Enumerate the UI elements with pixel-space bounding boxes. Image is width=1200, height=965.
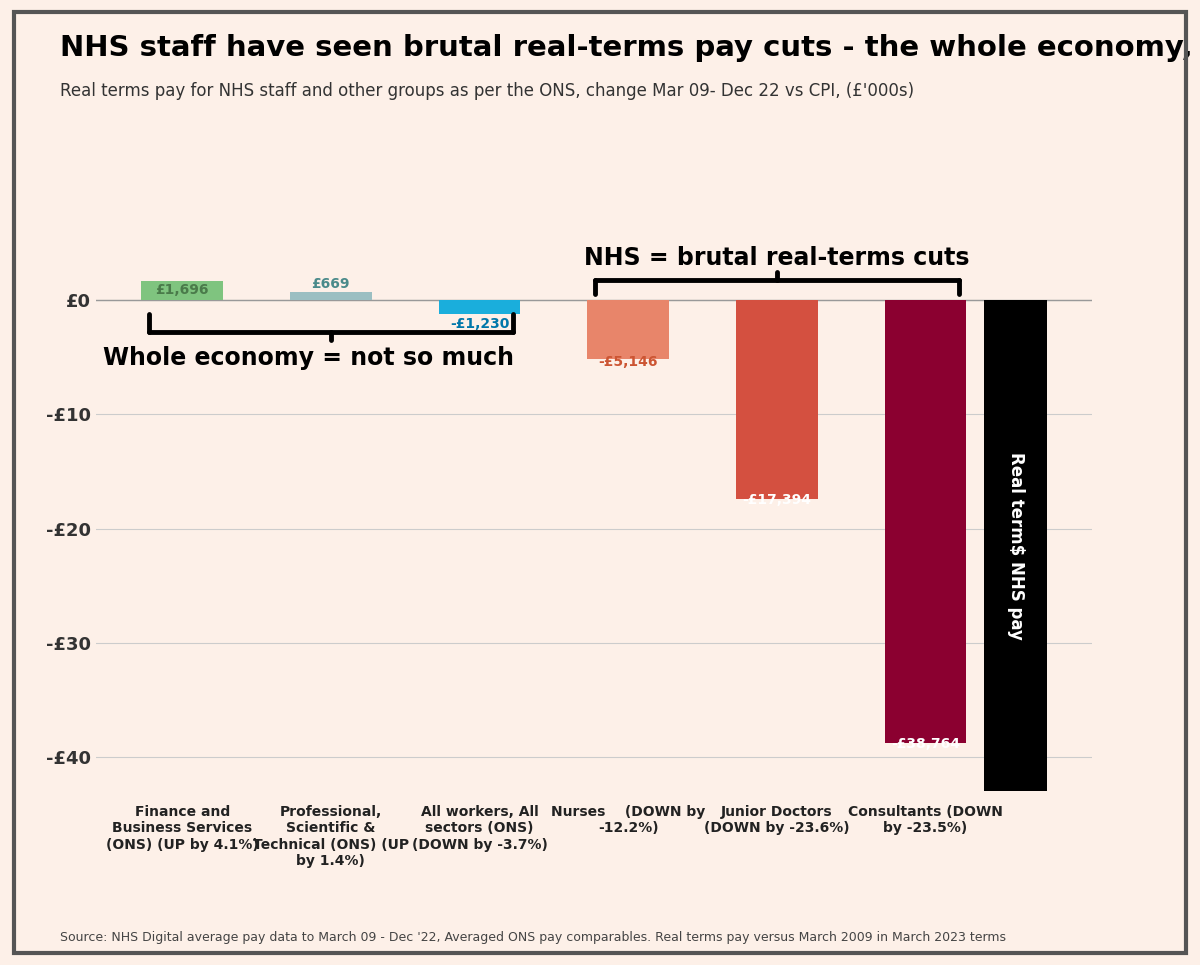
Text: -£5,146: -£5,146 (599, 355, 658, 369)
Text: Whole economy = not so much: Whole economy = not so much (103, 345, 514, 370)
Bar (439, 300, 521, 315)
Bar (884, 300, 966, 743)
Text: -£1,230: -£1,230 (450, 317, 509, 331)
Text: NHS staff have seen brutal real-terms pay cuts - the whole economy, not so much: NHS staff have seen brutal real-terms pa… (60, 34, 1200, 62)
Text: NHS = brutal real-terms cuts: NHS = brutal real-terms cuts (584, 246, 970, 270)
Text: -£17,394: -£17,394 (743, 493, 811, 507)
Text: Real term$ NHS pay: Real term$ NHS pay (1007, 452, 1025, 640)
Bar (290, 292, 372, 300)
FancyBboxPatch shape (984, 300, 1046, 791)
Bar (587, 300, 670, 359)
Bar (142, 281, 223, 300)
Text: Real terms pay for NHS staff and other groups as per the ONS, change Mar 09- Dec: Real terms pay for NHS staff and other g… (60, 82, 914, 100)
Text: £1,696: £1,696 (156, 284, 209, 297)
Text: £669: £669 (312, 277, 350, 291)
Text: -£38,764: -£38,764 (892, 737, 960, 751)
Bar (736, 300, 817, 499)
Text: Source: NHS Digital average pay data to March 09 - Dec '22, Averaged ONS pay com: Source: NHS Digital average pay data to … (60, 931, 1006, 944)
